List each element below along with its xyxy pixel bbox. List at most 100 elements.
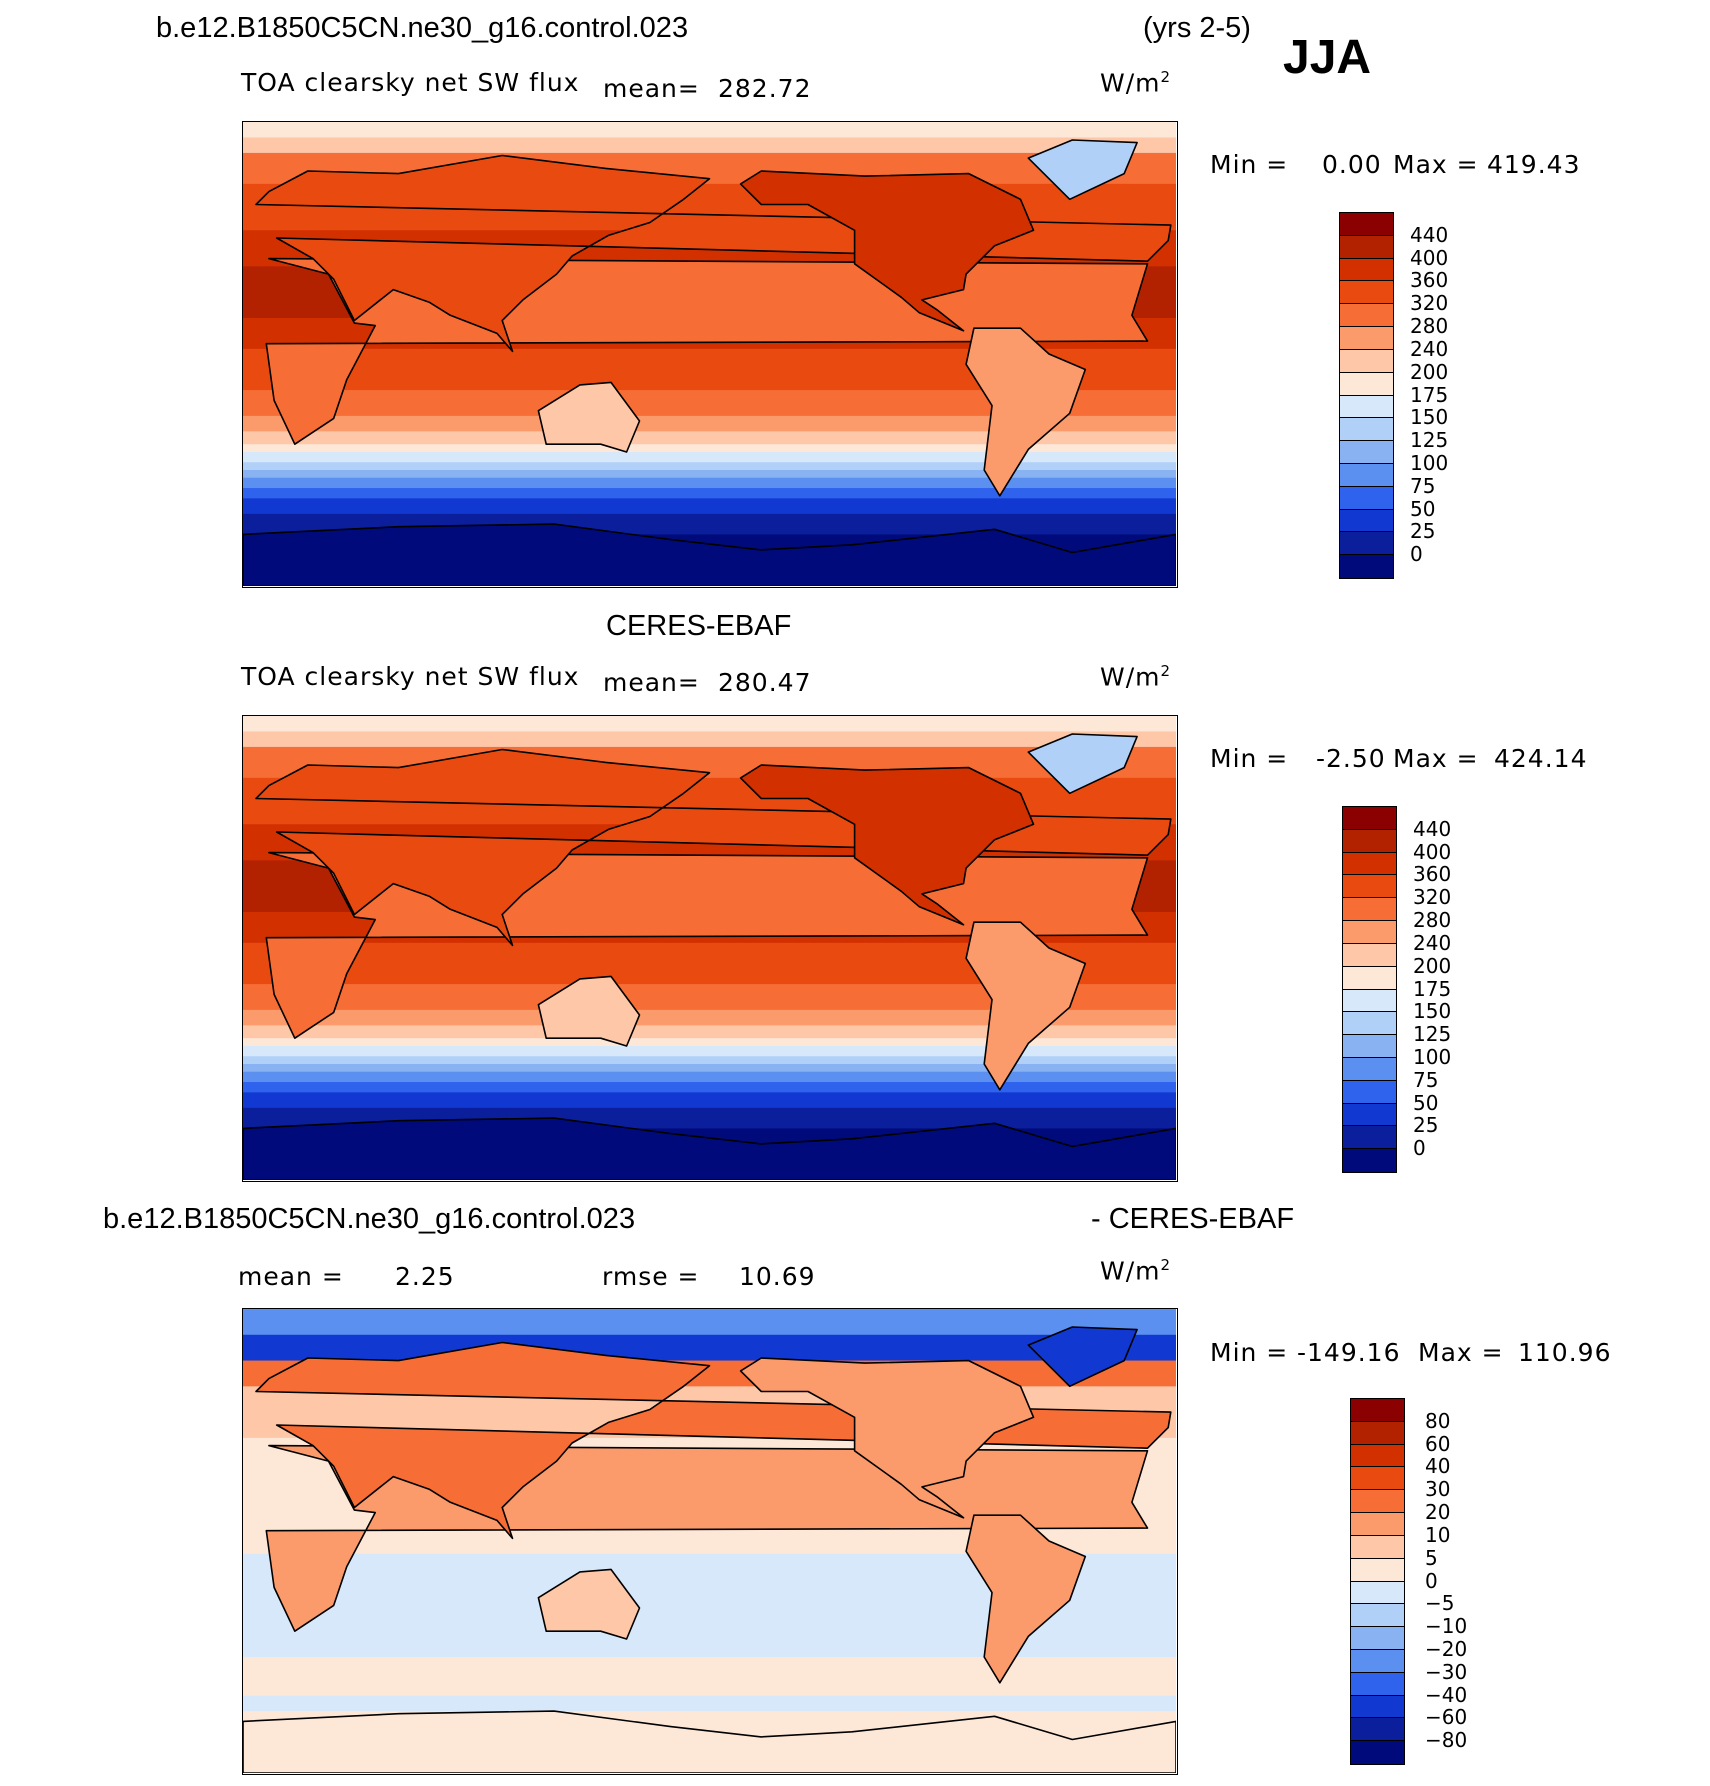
colorbar-tick-label: 0	[1410, 542, 1423, 567]
colorbar-tick-label: −80	[1425, 1728, 1468, 1753]
panel1-mean-value: 282.72	[718, 74, 812, 103]
colorbar-tick-label: 50	[1410, 496, 1436, 521]
colorbar-swatch	[1351, 1741, 1404, 1764]
panel2-variable: TOA clearsky net SW flux	[241, 662, 580, 691]
colorbar-tick-label: 440	[1413, 816, 1452, 841]
colorbar-swatch	[1340, 281, 1393, 305]
colorbar-swatch	[1340, 235, 1393, 259]
colorbar-swatch	[1351, 1649, 1404, 1673]
panel3-max-value: 110.96	[1518, 1338, 1612, 1367]
colorbar-tick-label: 40	[1425, 1454, 1451, 1479]
colorbar-tick-label: 200	[1410, 359, 1449, 384]
panel2-max-value: 424.14	[1494, 744, 1588, 773]
panel2-min-label: Min =	[1210, 744, 1289, 773]
colorbar-swatch	[1340, 555, 1393, 578]
colorbar-swatch	[1343, 875, 1396, 899]
panel1-units: W/m2	[1100, 68, 1172, 98]
coastline	[739, 170, 1035, 332]
obs-map-svg	[243, 716, 1176, 1180]
colorbar-swatch	[1343, 921, 1396, 944]
colorbar-swatch	[1343, 1035, 1396, 1058]
years-label: (yrs 2-5)	[1143, 12, 1251, 44]
colorbar-tick-label: 360	[1410, 268, 1449, 293]
colorbar-swatch	[1351, 1581, 1404, 1605]
colorbar-tick-label: 10	[1425, 1522, 1451, 1547]
contour-band	[243, 1045, 1176, 1057]
panel3-min-value: -149.16	[1297, 1338, 1401, 1367]
coastline	[739, 1357, 1035, 1519]
colorbar-swatch	[1340, 486, 1393, 510]
colorbar-swatch	[1351, 1444, 1404, 1468]
coastline	[243, 1710, 1176, 1773]
colorbar-swatch	[1340, 441, 1393, 464]
panel2-mean-value: 280.47	[718, 668, 812, 697]
colorbar-swatch	[1340, 304, 1393, 328]
colorbar-swatch	[1343, 989, 1396, 1013]
model-map	[242, 121, 1178, 588]
colorbar-tick-label: 240	[1410, 336, 1449, 361]
panel3-rmse-label: rmse =	[602, 1262, 700, 1291]
panel2-min-value: -2.50	[1316, 744, 1386, 773]
coastline	[537, 1568, 641, 1640]
contour-band	[243, 731, 1176, 748]
colorbar-tick-label: 80	[1425, 1408, 1451, 1433]
panel1-max-label: Max =	[1393, 150, 1479, 179]
contour-band	[243, 1056, 1176, 1065]
colorbar-tick-label: −40	[1425, 1682, 1468, 1707]
colorbar-tick-label: 150	[1413, 999, 1452, 1024]
coastline	[537, 975, 641, 1047]
contour-band	[243, 1025, 1176, 1039]
colorbar-tick-label: 50	[1413, 1090, 1439, 1115]
colorbar-tick-label: 200	[1413, 953, 1452, 978]
colorbar-swatch	[1343, 1103, 1396, 1127]
contour-band	[243, 716, 1176, 732]
colorbar-swatch	[1343, 807, 1396, 830]
colorbar-tick-label: 100	[1413, 1044, 1452, 1069]
colorbar-swatch	[1340, 258, 1393, 282]
contour-band	[243, 431, 1176, 445]
contour-band	[243, 470, 1176, 479]
colorbar-swatch	[1343, 943, 1396, 967]
colorbar-tick-label: −20	[1425, 1636, 1468, 1661]
panel1-mean-label: mean=	[603, 74, 700, 103]
colorbar-swatch	[1343, 1012, 1396, 1036]
colorbar-tick-label: 60	[1425, 1431, 1451, 1456]
coastline	[255, 748, 1172, 947]
colorbar-swatch	[1351, 1513, 1404, 1536]
colorbar-swatch	[1343, 829, 1396, 853]
panel2-max-label: Max =	[1393, 744, 1479, 773]
colorbar-tick-label: 280	[1413, 908, 1452, 933]
contour-band	[243, 1064, 1176, 1073]
colorbar-tick-label: 25	[1410, 519, 1436, 544]
coastline	[965, 327, 1087, 497]
colorbar-swatch	[1343, 1126, 1396, 1150]
contour-band	[243, 1695, 1176, 1712]
colorbar-tick-label: 100	[1410, 450, 1449, 475]
model-coastlines	[243, 139, 1176, 586]
colorbar-swatch	[1343, 1149, 1396, 1172]
colorbar-tick-label: 400	[1413, 839, 1452, 864]
panel3-rmse-value: 10.69	[739, 1262, 816, 1291]
colorbar-swatch	[1351, 1695, 1404, 1719]
colorbar-tick-label: 360	[1413, 862, 1452, 887]
coastline	[243, 1117, 1176, 1180]
colorbar-swatch	[1351, 1421, 1404, 1445]
contour-band	[243, 1038, 1176, 1047]
colorbar-swatch	[1340, 213, 1393, 236]
colorbar-tick-label: 280	[1410, 314, 1449, 339]
case-title: b.e12.B1850C5CN.ne30_g16.control.023	[156, 12, 689, 44]
colorbar-swatch	[1340, 395, 1393, 419]
colorbar-swatch	[1343, 966, 1396, 990]
panel3-title-left: b.e12.B1850C5CN.ne30_g16.control.023	[103, 1203, 636, 1235]
colorbar-swatch	[1351, 1399, 1404, 1422]
colorbar-swatch	[1351, 1604, 1404, 1628]
colorbar-tick-label: −5	[1425, 1591, 1455, 1616]
colorbar-tick-label: 150	[1410, 405, 1449, 430]
colorbar-swatch	[1340, 509, 1393, 533]
contour-band	[243, 1334, 1176, 1362]
season-label: JJA	[1283, 31, 1372, 84]
colorbar-swatch	[1351, 1672, 1404, 1696]
colorbar-tick-label: −30	[1425, 1659, 1468, 1684]
coastline	[739, 764, 1035, 926]
panel1-min-label: Min =	[1210, 150, 1289, 179]
